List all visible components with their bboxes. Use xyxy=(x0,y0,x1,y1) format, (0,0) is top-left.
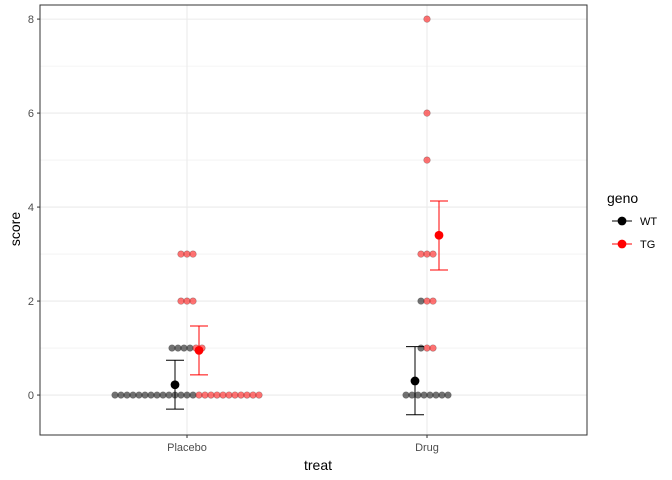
legend-title: geno xyxy=(607,190,638,206)
data-point xyxy=(429,297,437,305)
data-point xyxy=(426,391,434,399)
data-point xyxy=(423,156,431,164)
data-point xyxy=(153,391,161,399)
data-point xyxy=(414,391,422,399)
data-point xyxy=(183,250,191,258)
legend-label: WT xyxy=(640,216,657,228)
y-tick-label: 8 xyxy=(28,14,34,26)
mean-point xyxy=(410,376,420,386)
data-point xyxy=(129,391,137,399)
data-point xyxy=(444,391,452,399)
data-point xyxy=(423,15,431,23)
data-point xyxy=(402,391,410,399)
y-tick-label: 6 xyxy=(28,108,34,120)
data-point xyxy=(147,391,155,399)
mean-point xyxy=(170,380,180,390)
data-point xyxy=(423,297,431,305)
legend: geno WT TG xyxy=(607,190,657,251)
data-point xyxy=(207,391,215,399)
data-point xyxy=(201,391,209,399)
y-tick-label: 0 xyxy=(28,390,34,402)
data-point xyxy=(423,250,431,258)
data-point xyxy=(174,344,182,352)
data-point xyxy=(189,391,197,399)
data-point xyxy=(219,391,227,399)
data-point xyxy=(183,391,191,399)
data-point xyxy=(225,391,233,399)
data-point xyxy=(423,344,431,352)
data-point xyxy=(177,250,185,258)
data-point xyxy=(183,297,191,305)
data-point xyxy=(408,391,416,399)
mean-point xyxy=(434,230,444,240)
plot-panel xyxy=(40,5,587,435)
data-point xyxy=(141,391,149,399)
data-point xyxy=(168,344,176,352)
legend-label: TG xyxy=(640,239,655,251)
data-point xyxy=(420,391,428,399)
panel-border xyxy=(39,4,588,436)
x-axis-title: treat xyxy=(304,457,332,473)
data-point xyxy=(429,250,437,258)
data-point xyxy=(249,391,257,399)
data-point xyxy=(195,391,203,399)
data-point xyxy=(180,344,188,352)
data-point xyxy=(159,391,167,399)
x-tick-label: Placebo xyxy=(167,442,207,454)
data-point xyxy=(243,391,251,399)
data-point xyxy=(423,109,431,117)
data-point xyxy=(237,391,245,399)
data-point xyxy=(213,391,221,399)
data-point xyxy=(111,391,119,399)
data-point xyxy=(417,344,425,352)
data-point xyxy=(189,250,197,258)
data-point xyxy=(186,344,194,352)
data-point xyxy=(438,391,446,399)
y-tick-label: 2 xyxy=(28,296,34,308)
data-point xyxy=(417,297,425,305)
data-point xyxy=(117,391,125,399)
y-axis-title: score xyxy=(7,212,23,246)
data-point xyxy=(165,391,173,399)
data-point xyxy=(231,391,239,399)
mean-point xyxy=(194,346,204,355)
data-point xyxy=(189,297,197,305)
data-point xyxy=(177,297,185,305)
data-point xyxy=(417,250,425,258)
data-point xyxy=(123,391,131,399)
data-point xyxy=(135,391,143,399)
data-point xyxy=(255,391,263,399)
y-tick-label: 4 xyxy=(28,202,34,214)
legend-key-marker xyxy=(617,216,627,226)
data-point xyxy=(432,391,440,399)
x-tick-label: Drug xyxy=(415,442,439,454)
data-point xyxy=(429,344,437,352)
legend-key-marker xyxy=(617,239,627,249)
data-point xyxy=(177,391,185,399)
